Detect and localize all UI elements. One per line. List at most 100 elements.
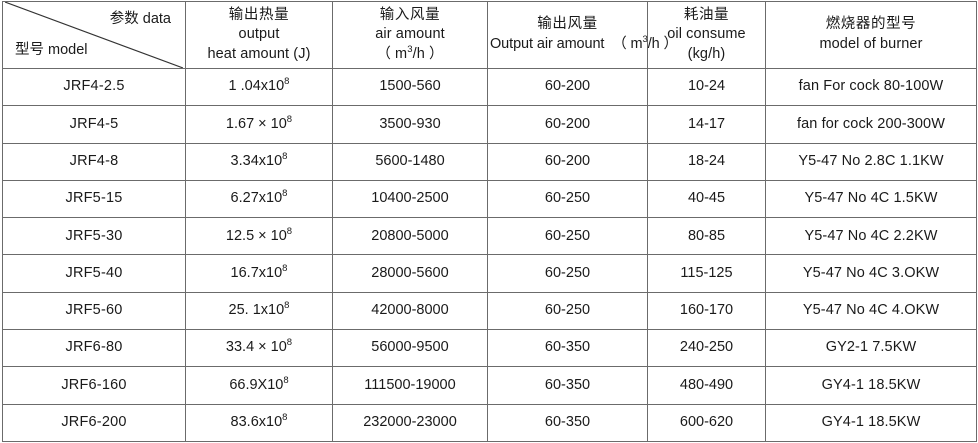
header-cn-text: 输入风量 xyxy=(379,6,441,23)
cell-input-air-amount: 1500-560 xyxy=(332,67,488,107)
table-row: JRF4-5 1.67 × 108 3500-930 60-200 14-17 fan f… xyxy=(2,105,977,144)
table-row: JRF5-40 16.7x108 28000-5600 60-250 115-125 Y5… xyxy=(2,254,977,293)
cell-model: JRF4-2.5 xyxy=(2,67,186,107)
table-row: JRF4-8 3.34x108 5600-1480 60-200 18-24 Y5-47 … xyxy=(2,142,977,181)
diagonal-divider-icon xyxy=(5,2,183,68)
cell-output-air-amount: 60-250 xyxy=(487,291,648,331)
heat-exponent: 8 xyxy=(283,374,289,386)
cell-input-air-amount: 111500-19000 xyxy=(332,366,488,405)
header-unit-text: （ m3/h ） xyxy=(376,43,444,62)
table-body: JRF4-2.5 1 .04x108 1500-560 60-200 10-24 fan … xyxy=(2,67,977,442)
heat-mantissa: 1 .04x10 xyxy=(228,78,285,95)
heat-exponent: 8 xyxy=(282,151,288,163)
cell-model: JRF6-200 xyxy=(2,403,186,442)
cell-output-heat-amount: 16.7x108 xyxy=(185,254,333,293)
table-row: JRF6-160 66.9X108 111500-19000 60-350 480-49… xyxy=(2,366,977,405)
cell-oil-consume: 240-250 xyxy=(647,329,766,368)
header-oil-consume: 耗油量 oil consume (kg/h) xyxy=(647,1,766,69)
cell-model-of-burner: fan for cock 200-300W xyxy=(765,105,977,144)
header-output-heat-amount: 输出热量 output heat amount (J) xyxy=(185,1,333,69)
header-model-of-burner: 燃烧器的型号 model of burner xyxy=(765,1,977,69)
cell-input-air-amount: 20800-5000 xyxy=(332,217,488,256)
header-cn-text: 输出热量 xyxy=(228,6,290,23)
cell-oil-consume: 18-24 xyxy=(647,142,766,181)
cell-model-of-burner: Y5-47 No 4C 3.OKW xyxy=(765,254,977,293)
cell-model-of-burner: Y5-47 No 4C 1.5KW xyxy=(765,179,977,219)
cell-model: JRF4-8 xyxy=(2,142,186,181)
heat-mantissa: 83.6x10 xyxy=(230,414,283,431)
cell-oil-consume: 600-620 xyxy=(647,403,766,442)
table-row: JRF5-60 25. 1x108 42000-8000 60-250 160-170 Y… xyxy=(2,291,977,331)
cell-output-heat-amount: 33.4 × 108 xyxy=(185,329,333,368)
heat-exponent: 8 xyxy=(286,337,293,349)
header-en-text: model of burner xyxy=(819,36,923,52)
header-unit-text: heat amount (J) xyxy=(207,45,311,62)
cell-oil-consume: 480-490 xyxy=(647,366,766,405)
heat-exponent: 8 xyxy=(284,76,290,88)
heat-mantissa: 1.67 × 10 xyxy=(225,115,287,132)
cell-model-of-burner: fan For cock 80-100W xyxy=(765,67,977,107)
heat-exponent: 8 xyxy=(282,412,288,424)
header-unit-text: (kg/h) xyxy=(687,45,726,62)
cell-model-of-burner: GY2-1 7.5KW xyxy=(765,329,977,368)
cell-model-of-burner: GY4-1 18.5KW xyxy=(765,366,977,405)
cell-model-of-burner: Y5-47 No 4C 2.2KW xyxy=(765,217,977,256)
header-en-text: air amount xyxy=(375,26,445,43)
header-model-label: 型号 model xyxy=(15,42,88,59)
header-cn-text: 耗油量 xyxy=(683,6,730,23)
cell-oil-consume: 160-170 xyxy=(647,291,766,331)
header-output-air-amount: 输出风量 Output air amount （ m3/h ） xyxy=(487,1,678,69)
cell-model: JRF6-80 xyxy=(2,329,186,368)
cell-model-of-burner: Y5-47 No 4C 4.OKW xyxy=(765,291,977,331)
cell-output-heat-amount: 66.9X108 xyxy=(185,366,333,405)
cell-output-heat-amount: 1 .04x108 xyxy=(185,67,333,107)
cell-model: JRF5-40 xyxy=(2,254,186,293)
heat-exponent: 8 xyxy=(282,188,288,200)
cell-output-heat-amount: 12.5 × 108 xyxy=(185,217,333,256)
cell-output-air-amount: 60-250 xyxy=(487,179,648,219)
cell-input-air-amount: 10400-2500 xyxy=(332,179,488,219)
cell-output-heat-amount: 25. 1x108 xyxy=(185,291,333,331)
table-row: JRF5-15 6.27x108 10400-2500 60-250 40-45 Y5-4… xyxy=(2,179,977,219)
heat-mantissa: 3.34x10 xyxy=(230,152,283,169)
cell-input-air-amount: 28000-5600 xyxy=(332,254,488,293)
cell-output-heat-amount: 83.6x108 xyxy=(185,403,333,442)
cell-output-heat-amount: 3.34x108 xyxy=(185,142,333,181)
heat-mantissa: 33.4 × 10 xyxy=(225,339,287,356)
cell-output-air-amount: 60-250 xyxy=(487,254,648,293)
cell-input-air-amount: 42000-8000 xyxy=(332,291,488,331)
cell-oil-consume: 40-45 xyxy=(647,179,766,219)
heat-mantissa: 66.9X10 xyxy=(229,376,284,393)
header-parameter-label: 参数 data xyxy=(109,11,171,27)
cell-model: JRF4-5 xyxy=(2,105,186,144)
table-row: JRF6-80 33.4 × 108 56000-9500 60-350 240-250… xyxy=(2,329,977,368)
header-en-text: oil consume xyxy=(667,26,746,43)
cell-output-air-amount: 60-350 xyxy=(487,366,648,405)
cell-input-air-amount: 5600-1480 xyxy=(332,142,488,181)
header-corner-split-cell: 参数 data 型号 model xyxy=(2,1,186,69)
cell-oil-consume: 14-17 xyxy=(647,105,766,144)
cell-output-air-amount: 60-200 xyxy=(487,142,648,181)
table-row: JRF5-30 12.5 × 108 20800-5000 60-250 80-85 Y5… xyxy=(2,217,977,256)
header-input-air-amount: 输入风量 air amount （ m3/h ） xyxy=(332,1,488,69)
header-row: 参数 data 型号 model 输出热量 output heat amount… xyxy=(2,1,977,69)
cell-output-heat-amount: 1.67 × 108 xyxy=(185,105,333,144)
table-row: JRF4-2.5 1 .04x108 1500-560 60-200 10-24 fan … xyxy=(2,67,977,107)
header-cn-text: 输出风量 xyxy=(537,16,598,33)
cell-output-air-amount: 60-200 xyxy=(487,67,648,107)
cell-model-of-burner: Y5-47 No 2.8C 1.1KW xyxy=(765,142,977,181)
cell-model: JRF5-60 xyxy=(2,291,186,331)
cell-model: JRF6-160 xyxy=(2,366,186,405)
cell-oil-consume: 10-24 xyxy=(647,67,766,107)
heat-exponent: 8 xyxy=(286,225,293,237)
header-en-text: output xyxy=(238,26,280,43)
cell-output-air-amount: 60-350 xyxy=(487,329,648,368)
cell-oil-consume: 115-125 xyxy=(647,254,766,293)
heat-mantissa: 6.27x10 xyxy=(230,190,283,207)
heat-exponent: 8 xyxy=(286,113,293,125)
cell-output-air-amount: 60-250 xyxy=(487,217,648,256)
header-cn-text: 燃烧器的型号 xyxy=(825,16,917,33)
cell-model: JRF5-15 xyxy=(2,179,186,219)
table-row: JRF6-200 83.6x108 232000-23000 60-350 600-62… xyxy=(2,403,977,442)
table-header: 参数 data 型号 model 输出热量 output heat amount… xyxy=(2,1,977,69)
